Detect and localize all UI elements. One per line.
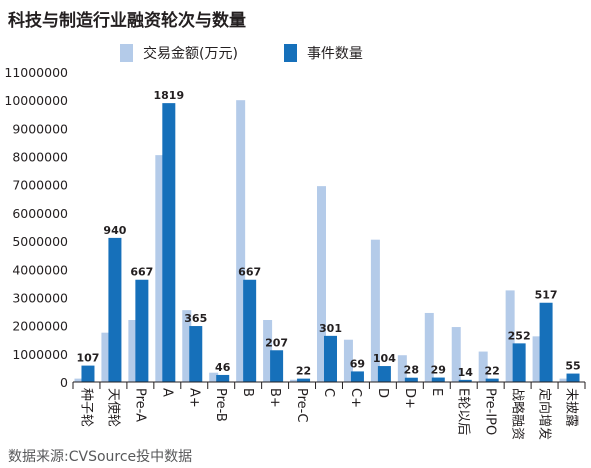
data-label-count: 22 — [296, 365, 311, 378]
bar-amount — [209, 372, 219, 382]
x-category-label: 未披露 — [564, 388, 579, 427]
bar-count — [512, 343, 526, 382]
bar-amount — [532, 336, 542, 382]
data-label-count: 107 — [76, 352, 99, 365]
y-tick-label: 4000000 — [12, 262, 68, 277]
data-label-count: 55 — [565, 360, 580, 373]
bar-count — [81, 365, 95, 382]
chart-title: 科技与制造行业融资轮次与数量 — [8, 11, 246, 31]
bar-count — [108, 237, 122, 382]
bar-count — [485, 378, 499, 382]
y-tick-label: 5000000 — [12, 234, 68, 249]
y-tick-label: 7000000 — [12, 178, 68, 193]
bar-amount — [370, 239, 380, 382]
data-label-count: 69 — [350, 357, 365, 370]
legend-item-amount: 交易金额(万元) — [120, 43, 238, 63]
legend-swatch-count — [283, 44, 297, 62]
x-category-label: 定向增发 — [537, 388, 553, 440]
y-tick-label: 3000000 — [12, 290, 68, 305]
legend: 交易金额(万元) 事件数量 — [120, 44, 409, 62]
bar-amount — [451, 327, 461, 382]
bar-count — [135, 279, 149, 382]
y-tick-label: 8000000 — [12, 150, 68, 165]
bar-count — [350, 371, 364, 382]
x-category-label: B+ — [267, 388, 282, 408]
bar-amount — [74, 378, 84, 382]
bar-amount — [397, 355, 407, 382]
x-category-label: D+ — [402, 388, 417, 409]
legend-item-count: 事件数量 — [283, 43, 363, 63]
x-category-label: A+ — [186, 388, 201, 408]
bar-count — [216, 374, 230, 382]
y-tick-label: 0 — [60, 375, 68, 390]
x-category-label: 战略融资 — [510, 388, 526, 440]
bar-amount — [559, 378, 569, 382]
y-tick-label: 2000000 — [12, 319, 68, 334]
bar-amount — [290, 379, 300, 382]
bar-count — [566, 373, 580, 382]
data-label-count: 14 — [458, 366, 474, 379]
legend-label-count: 事件数量 — [306, 46, 363, 62]
x-category-label: Pre-A — [132, 388, 147, 422]
data-label-count: 207 — [265, 336, 288, 349]
bar-count — [270, 350, 284, 382]
x-category-label: Pre-C — [294, 388, 309, 422]
bar-count — [162, 103, 176, 382]
y-tick-label: 11000000 — [4, 65, 68, 80]
x-category-label: 天使轮 — [105, 388, 121, 427]
x-category-label: D — [375, 388, 390, 398]
x-category-label: E — [429, 388, 444, 396]
data-source-note: 数据来源:CVSource投中数据 — [8, 449, 193, 465]
bar-amount — [101, 332, 111, 382]
x-category-label: 种子轮 — [78, 388, 93, 427]
legend-label-amount: 交易金额(万元) — [143, 46, 238, 62]
bar-amount — [424, 312, 434, 382]
bar-count — [189, 326, 203, 382]
x-category-label: Pre-B — [213, 388, 228, 422]
x-category-label: E轮以后 — [456, 388, 471, 435]
legend-swatch-amount — [120, 44, 133, 62]
bar-amount — [236, 100, 246, 382]
bar-amount — [317, 186, 326, 382]
y-tick-label: 1000000 — [12, 347, 68, 362]
bar-amount — [343, 339, 353, 382]
bar-count — [297, 378, 311, 382]
data-label-count: 301 — [319, 322, 342, 335]
bar-count — [539, 302, 553, 382]
bar-count — [377, 366, 391, 382]
data-label-count: 667 — [238, 266, 261, 279]
bar-count — [243, 279, 257, 382]
data-label-count: 667 — [130, 266, 153, 279]
data-label-count: 1819 — [154, 89, 185, 102]
bar-count — [324, 335, 337, 382]
bar-amount — [478, 351, 488, 382]
data-label-count: 22 — [485, 365, 500, 378]
data-label-count: 252 — [508, 329, 531, 342]
data-label-count: 104 — [373, 352, 396, 365]
y-tick-label: 6000000 — [12, 206, 68, 221]
bar-amount — [263, 320, 273, 382]
bar-amount — [155, 155, 165, 382]
data-label-count: 29 — [431, 364, 446, 377]
bar-amount — [128, 320, 138, 382]
data-label-count: 46 — [215, 361, 231, 374]
y-tick-label: 10000000 — [4, 93, 68, 108]
bar-count — [404, 377, 418, 382]
bar-count — [458, 379, 472, 382]
data-label-count: 517 — [535, 289, 558, 302]
x-category-label: A — [159, 388, 174, 397]
x-category-label: C+ — [348, 388, 363, 408]
data-label-count: 940 — [103, 224, 126, 237]
x-category-label: B — [240, 388, 255, 397]
bar-amount — [505, 290, 515, 382]
x-category-label: C — [321, 388, 336, 397]
data-label-count: 28 — [404, 364, 419, 377]
bar-amount — [182, 310, 192, 382]
data-label-count: 365 — [184, 312, 207, 325]
bar-count — [431, 377, 445, 382]
x-category-label: Pre-IPO — [483, 388, 498, 435]
y-tick-label: 9000000 — [12, 121, 68, 136]
